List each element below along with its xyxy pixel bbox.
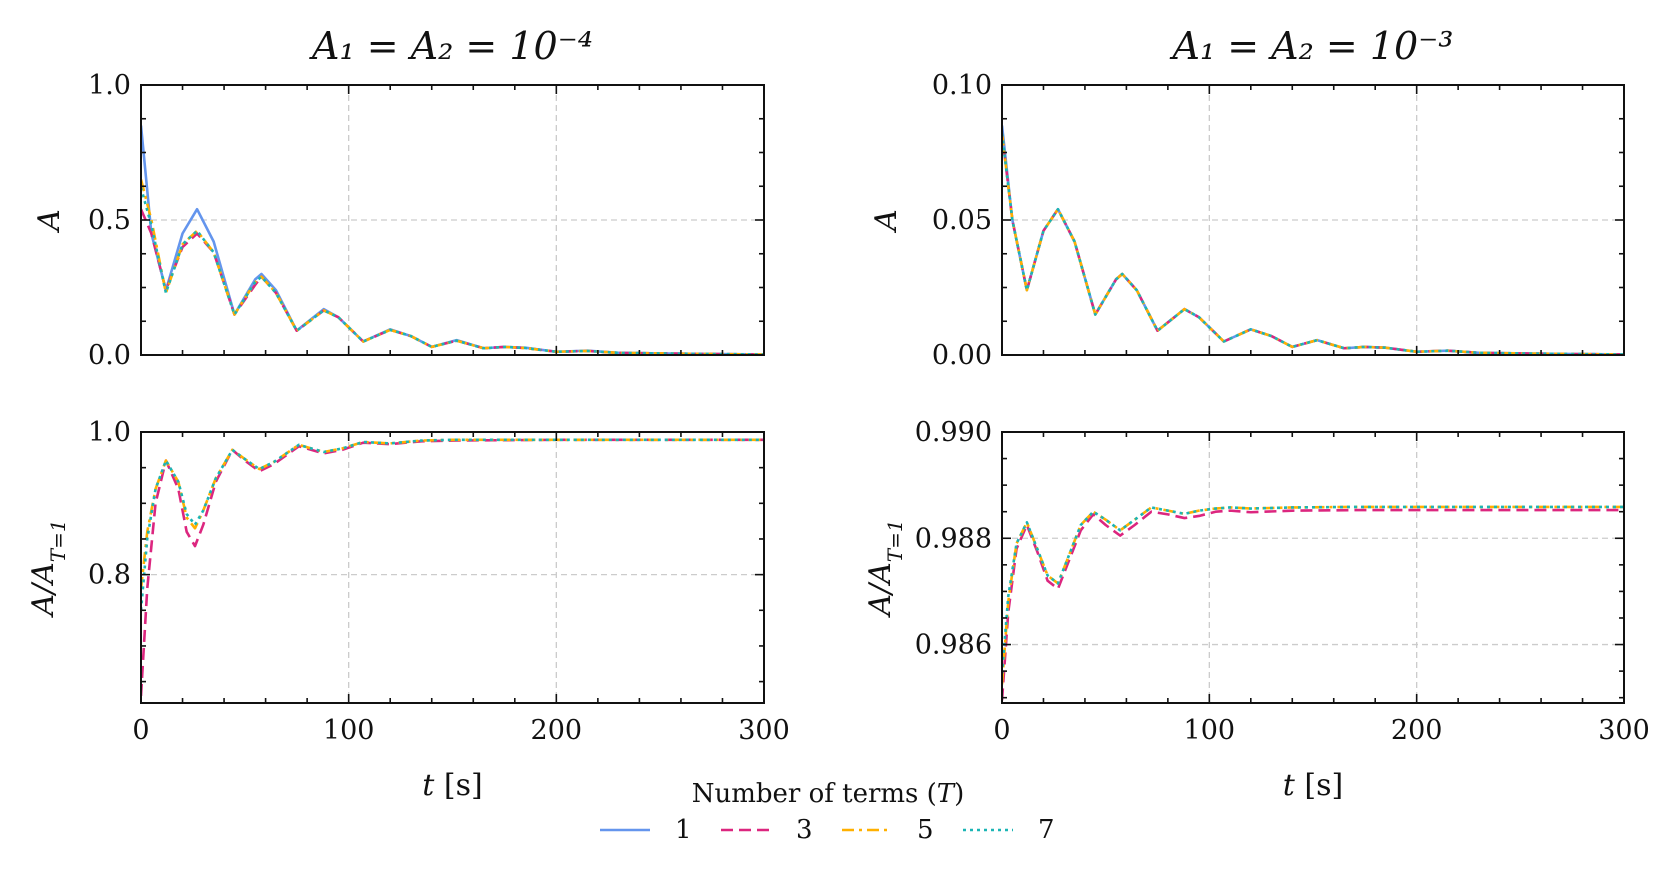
series-line-T5 [1002,505,1624,685]
legend-label: 3 [796,815,813,845]
panel-title: A₁ = A₂ = 10⁻⁴ [309,24,593,68]
x-tick-label: 200 [1391,715,1443,746]
y-axis-label: A/AT=1 [26,519,70,618]
series-line-T1 [1002,125,1624,355]
y-tick-label: 0.10 [932,70,992,101]
x-axis-label: t [s] [1283,768,1343,803]
x-tick-label: 100 [323,715,375,746]
x-tick-label: 0 [993,715,1010,746]
panel-bottom-right: 0.986 0.988 0.990 0 100 200 300 A/AT=1 t [s] [863,417,1650,803]
y-tick-label: 0.0 [88,340,131,371]
x-tick-label: 200 [531,715,583,746]
panel-top-left: 0.0 0.5 1.0 A A₁ = A₂ = 10⁻⁴ [32,24,765,371]
x-tick-label: 100 [1184,715,1236,746]
axes-frame [140,431,765,704]
series-line-T3 [1002,133,1624,355]
y-tick-label: 1.0 [88,417,131,448]
series-line-T5 [1002,133,1624,355]
y-tick-label: 0.988 [915,523,992,554]
x-tick-label: 300 [738,715,790,746]
series-line-T1 [141,125,764,355]
legend-entry-3: 3 [721,815,813,845]
x-axis-label: t [s] [422,768,482,803]
panel-title: A₁ = A₂ = 10⁻³ [1170,24,1454,68]
legend-entry-7: 7 [963,815,1055,845]
legend: Number of terms (T)1 3 5 7 [600,779,1055,845]
series-line-T7 [1002,505,1624,674]
series-line-T7 [1002,133,1624,355]
panels: 0.0 0.5 1.0 A A₁ = A₂ = 10⁻⁴ 0.00 0.05 0.10 A A₁ … [26,24,1650,803]
y-tick-label: 0.990 [915,417,992,448]
series-line-T5 [141,438,764,590]
legend-label: 7 [1038,815,1055,845]
y-tick-label: 0.5 [88,205,131,236]
panel-top-right: 0.00 0.05 0.10 A A₁ = A₂ = 10⁻³ [869,24,1625,371]
x-tick-label: 300 [1598,715,1650,746]
y-axis-label: A/AT=1 [863,519,907,618]
axes-frame [1001,431,1625,704]
y-tick-label: 0.986 [915,630,992,661]
y-tick-label: 0.8 [88,560,131,591]
series-line-T5 [141,179,764,355]
y-tick-label: 1.0 [88,70,131,101]
legend-label: 1 [675,815,692,845]
series-line-T3 [141,208,764,355]
series-line-T7 [141,438,764,611]
y-axis-label: A [869,209,904,234]
series-line-T7 [141,187,764,355]
legend-entry-5: 5 [842,815,934,845]
y-tick-label: 0.05 [932,205,992,236]
legend-title: Number of terms (T) [692,779,965,809]
series-line-T3 [1002,508,1624,701]
y-tick-label: 0.00 [932,340,992,371]
y-axis-label: A [32,209,67,234]
x-tick-label: 0 [132,715,149,746]
legend-label: 5 [917,815,934,845]
series-line-T3 [141,438,764,696]
legend-entry-1: 1 [600,815,692,845]
panel-bottom-left: 0.8 1.0 0 100 200 300 A/AT=1 t [s] [26,417,790,803]
